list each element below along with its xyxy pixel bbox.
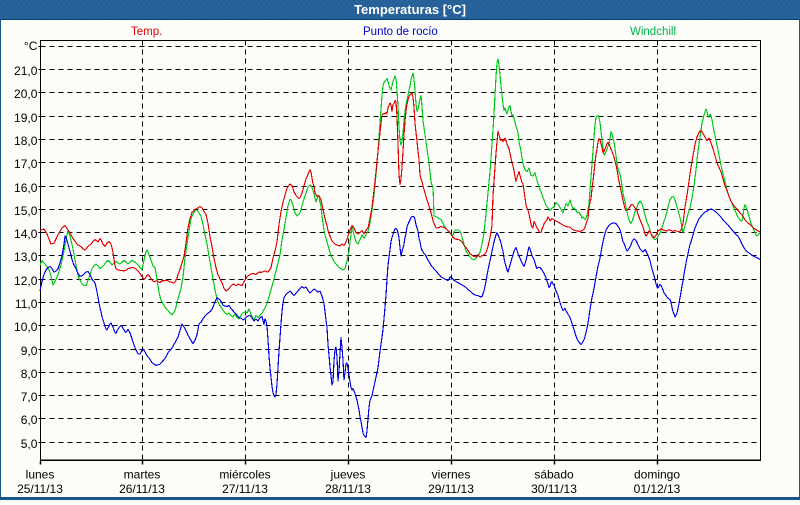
svg-text:19,0: 19,0 xyxy=(14,111,38,125)
svg-text:27/11/13: 27/11/13 xyxy=(222,482,268,496)
svg-text:17,0: 17,0 xyxy=(14,157,38,171)
svg-text:lunes: lunes xyxy=(26,468,55,482)
svg-text:jueves: jueves xyxy=(330,468,366,482)
svg-text:13,0: 13,0 xyxy=(14,250,38,264)
svg-text:sábado: sábado xyxy=(534,468,574,482)
svg-text:28/11/13: 28/11/13 xyxy=(325,482,371,496)
svg-text:18,0: 18,0 xyxy=(14,134,38,148)
svg-text:14,0: 14,0 xyxy=(14,227,38,241)
svg-text:8,0: 8,0 xyxy=(21,367,38,381)
svg-text:martes: martes xyxy=(124,468,161,482)
svg-text:9,0: 9,0 xyxy=(21,344,38,358)
svg-text:12,0: 12,0 xyxy=(14,274,38,288)
svg-text:7,0: 7,0 xyxy=(21,390,38,404)
svg-text:29/11/13: 29/11/13 xyxy=(428,482,474,496)
svg-text:25/11/13: 25/11/13 xyxy=(17,482,63,496)
svg-text:5,0: 5,0 xyxy=(21,437,38,451)
svg-text:miércoles: miércoles xyxy=(219,468,270,482)
svg-text:°C: °C xyxy=(24,39,38,53)
svg-text:domingo: domingo xyxy=(634,468,680,482)
svg-text:26/11/13: 26/11/13 xyxy=(119,482,165,496)
svg-text:11,0: 11,0 xyxy=(15,297,38,311)
svg-text:10,0: 10,0 xyxy=(14,320,38,334)
svg-text:6,0: 6,0 xyxy=(21,413,38,427)
svg-text:16,0: 16,0 xyxy=(14,181,38,195)
svg-text:20,0: 20,0 xyxy=(14,87,38,101)
svg-text:01/12/13: 01/12/13 xyxy=(634,482,681,496)
svg-text:30/11/13: 30/11/13 xyxy=(531,482,577,496)
svg-text:viernes: viernes xyxy=(432,468,471,482)
svg-text:15,0: 15,0 xyxy=(14,204,38,218)
svg-text:21,0: 21,0 xyxy=(14,64,38,78)
